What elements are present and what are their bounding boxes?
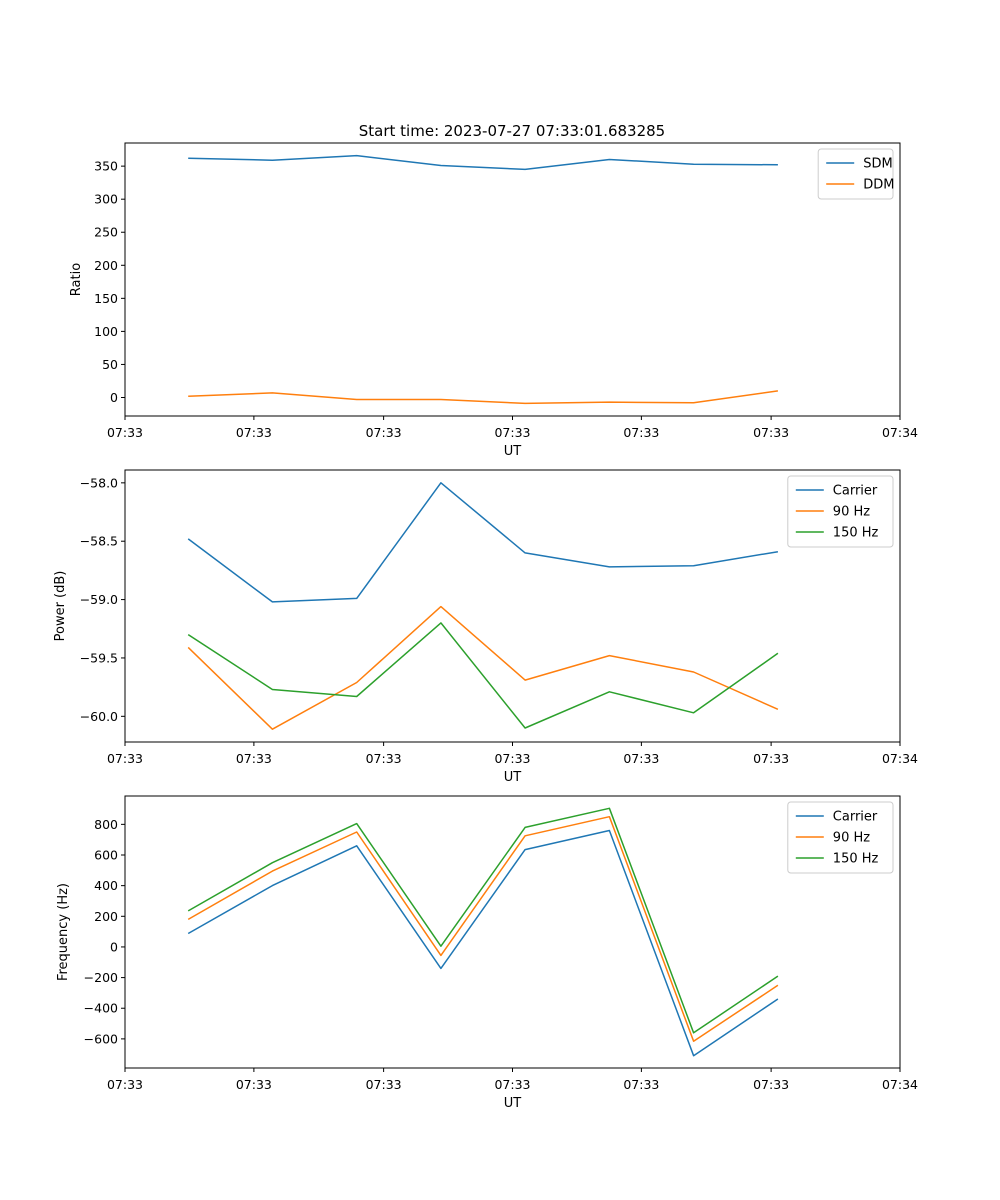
series-line-carrier bbox=[187, 482, 779, 603]
panel-ratio: 07:33 07:33 07:33 07:33 07:33 07:33 07:34 0 50 10… bbox=[69, 142, 918, 459]
y-tick-label: 200 bbox=[94, 909, 118, 924]
x-tick-label: 07:33 bbox=[366, 1077, 402, 1092]
x-tick-label: 07:33 bbox=[236, 1077, 272, 1092]
panel-power: 07:33 07:33 07:33 07:33 07:33 07:33 07:34 −60.0… bbox=[53, 469, 918, 785]
series-line-90-hz bbox=[187, 815, 779, 1042]
y-axis-label: Frequency (Hz) bbox=[56, 883, 71, 981]
y-tick-label: 250 bbox=[94, 225, 118, 240]
x-tick-label: 07:34 bbox=[882, 751, 918, 766]
legend-label: 150 Hz bbox=[833, 852, 879, 867]
y-tick-label: 200 bbox=[94, 258, 118, 273]
legend-label: 150 Hz bbox=[833, 526, 879, 541]
x-axis-label: UT bbox=[504, 1096, 522, 1111]
y-tick-label: −59.5 bbox=[80, 650, 118, 665]
x-tick-label: 07:33 bbox=[107, 1077, 143, 1092]
legend-label: SDM bbox=[863, 157, 892, 172]
y-tick-label: 0 bbox=[110, 939, 118, 954]
x-tick-label: 07:33 bbox=[494, 1077, 530, 1092]
legend-box bbox=[817, 148, 894, 200]
y-tick-label: 800 bbox=[94, 817, 118, 832]
x-tick-label: 07:33 bbox=[366, 425, 402, 440]
y-tick-label: −59.0 bbox=[80, 592, 118, 607]
legend-label: 90 Hz bbox=[833, 505, 870, 520]
y-axis-label: Ratio bbox=[69, 263, 84, 296]
x-tick-label: 07:34 bbox=[882, 425, 918, 440]
series-line-150-hz bbox=[187, 807, 779, 1034]
x-axis-label: UT bbox=[504, 444, 522, 459]
series-line-sdm bbox=[188, 154, 778, 171]
x-axis-label: UT bbox=[504, 770, 522, 785]
panel-frequency: 07:33 07:33 07:33 07:33 07:33 07:33 07:34 −600 −… bbox=[56, 795, 918, 1111]
x-tick-label: 07:33 bbox=[753, 751, 789, 766]
x-tick-label: 07:33 bbox=[107, 425, 143, 440]
x-tick-label: 07:33 bbox=[366, 751, 402, 766]
x-tick-label: 07:33 bbox=[236, 751, 272, 766]
x-tick-label: 07:33 bbox=[494, 425, 530, 440]
x-tick-label: 07:34 bbox=[882, 1077, 918, 1092]
x-tick-label: 07:33 bbox=[236, 425, 272, 440]
x-tick-label: 07:33 bbox=[494, 751, 530, 766]
legend: Carrier 90 Hz 150 Hz bbox=[787, 475, 894, 548]
legend-box bbox=[787, 475, 894, 548]
y-tick-label: 50 bbox=[102, 357, 118, 372]
legend-label: DDM bbox=[863, 178, 894, 193]
y-tick-label: −58.0 bbox=[80, 475, 118, 490]
y-tick-label: −600 bbox=[84, 1031, 118, 1046]
x-tick-label: 07:33 bbox=[623, 425, 659, 440]
x-tick-label: 07:33 bbox=[107, 751, 143, 766]
y-tick-label: −58.5 bbox=[80, 534, 118, 549]
y-tick-label: 0 bbox=[110, 390, 118, 405]
legend-box bbox=[787, 801, 894, 874]
y-tick-label: 100 bbox=[94, 324, 118, 339]
series-line-carrier bbox=[187, 829, 779, 1057]
series-line-150-hz bbox=[187, 622, 779, 729]
y-tick-label: 150 bbox=[94, 291, 118, 306]
x-tick-label: 07:33 bbox=[623, 751, 659, 766]
y-tick-label: 600 bbox=[94, 847, 118, 862]
legend: Carrier 90 Hz 150 Hz bbox=[787, 801, 894, 874]
y-tick-label: 400 bbox=[94, 878, 118, 893]
x-tick-label: 07:33 bbox=[753, 425, 789, 440]
y-tick-label: −200 bbox=[84, 970, 118, 985]
legend-label: Carrier bbox=[833, 484, 878, 499]
series-line-90-hz bbox=[187, 605, 779, 730]
y-axis-label: Power (dB) bbox=[53, 571, 68, 642]
x-tick-label: 07:33 bbox=[753, 1077, 789, 1092]
y-tick-label: −60.0 bbox=[80, 709, 118, 724]
y-tick-label: −400 bbox=[84, 1001, 118, 1016]
legend: SDM DDM bbox=[817, 148, 894, 200]
legend-label: 90 Hz bbox=[833, 831, 870, 846]
y-tick-label: 300 bbox=[94, 192, 118, 207]
series-line-ddm bbox=[188, 390, 779, 405]
legend-label: Carrier bbox=[833, 810, 878, 825]
y-tick-label: 350 bbox=[94, 159, 118, 174]
x-tick-label: 07:33 bbox=[623, 1077, 659, 1092]
figure-title: Start time: 2023-07-27 07:33:01.683285 bbox=[359, 122, 665, 140]
